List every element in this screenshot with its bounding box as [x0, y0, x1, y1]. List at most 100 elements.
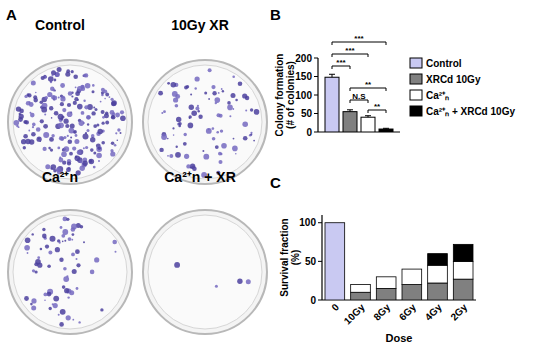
colony — [51, 134, 54, 137]
colony — [42, 234, 47, 239]
colony — [60, 309, 66, 315]
colony — [217, 113, 221, 117]
colony — [59, 136, 64, 141]
colony — [111, 115, 116, 120]
colony — [100, 101, 102, 103]
colony — [231, 93, 236, 98]
bar-segment — [351, 284, 371, 285]
dish-inner — [148, 65, 262, 179]
y-tick-label: 150 — [295, 71, 312, 82]
colony — [49, 106, 53, 110]
colony — [37, 256, 40, 259]
colony — [75, 249, 80, 254]
colony — [173, 134, 175, 136]
colony — [204, 91, 207, 94]
colony — [215, 97, 221, 103]
colony — [51, 70, 56, 75]
colony — [159, 148, 163, 152]
colony — [64, 240, 66, 242]
colony — [29, 102, 34, 107]
colony — [52, 96, 57, 101]
colony — [167, 82, 170, 85]
bar-segment — [402, 269, 422, 270]
colony — [69, 152, 73, 156]
dish-inner — [13, 65, 127, 179]
colony — [198, 115, 202, 119]
colony — [44, 299, 46, 301]
colony — [68, 91, 73, 96]
colony — [100, 308, 103, 311]
y-tick-label: 0 — [306, 127, 312, 138]
colony — [27, 252, 29, 254]
colony — [117, 139, 119, 141]
colony — [60, 83, 65, 88]
colony — [13, 120, 19, 126]
colony — [60, 96, 65, 101]
colony — [96, 153, 102, 159]
colony — [67, 296, 69, 298]
panel-label: C — [270, 174, 281, 191]
colony — [242, 93, 247, 98]
colony — [53, 296, 59, 302]
significance-label: *** — [345, 46, 355, 55]
colony — [189, 117, 191, 119]
colony — [96, 146, 102, 152]
y-tick-label: 50 — [305, 256, 317, 267]
colony — [63, 146, 69, 152]
colony — [77, 86, 83, 92]
colony — [83, 147, 85, 149]
significance-label: ** — [374, 102, 381, 111]
bar — [343, 112, 357, 132]
colony — [115, 251, 117, 253]
colony — [203, 154, 209, 160]
colony — [57, 67, 62, 72]
colony — [171, 82, 177, 88]
colony — [111, 100, 117, 106]
error-bar — [383, 128, 389, 130]
axis-title: (%) — [290, 250, 301, 266]
colony — [48, 250, 52, 254]
colony — [47, 92, 52, 97]
colony — [161, 134, 167, 140]
dish-label: Ca²⁺n + XR — [164, 169, 236, 185]
colony — [211, 85, 215, 89]
colony — [47, 292, 52, 297]
colony — [184, 154, 189, 159]
colony — [242, 121, 248, 127]
colony — [84, 105, 88, 109]
x-tick-label: 10Gy — [342, 301, 367, 326]
colony — [52, 74, 54, 76]
colony — [85, 83, 91, 89]
dish — [143, 60, 267, 184]
colony — [33, 98, 38, 103]
colony — [67, 161, 71, 165]
colony — [75, 134, 78, 137]
colony — [189, 115, 192, 118]
colony — [62, 285, 66, 289]
bar-segment — [376, 276, 396, 277]
colony — [67, 103, 71, 107]
colony — [43, 132, 49, 138]
x-tick-label: 0 — [329, 301, 341, 313]
colony — [72, 269, 77, 274]
y-tick — [314, 58, 318, 59]
axis-title: Survival fraction — [279, 218, 290, 296]
error-cap — [347, 109, 353, 110]
colony — [18, 126, 20, 128]
colony — [60, 226, 63, 229]
axis-title: Colony formation — [274, 54, 285, 137]
colony — [58, 97, 60, 99]
bar-segment — [402, 285, 422, 300]
colony — [69, 290, 74, 295]
y-tick — [314, 132, 318, 133]
colony — [23, 120, 27, 124]
colony — [36, 127, 41, 132]
colony — [67, 135, 69, 137]
colony — [71, 70, 74, 73]
colony — [23, 146, 26, 149]
colony — [38, 137, 40, 139]
y-tick — [314, 113, 318, 114]
colony — [50, 149, 53, 152]
colony — [59, 322, 64, 327]
colony — [250, 108, 253, 111]
